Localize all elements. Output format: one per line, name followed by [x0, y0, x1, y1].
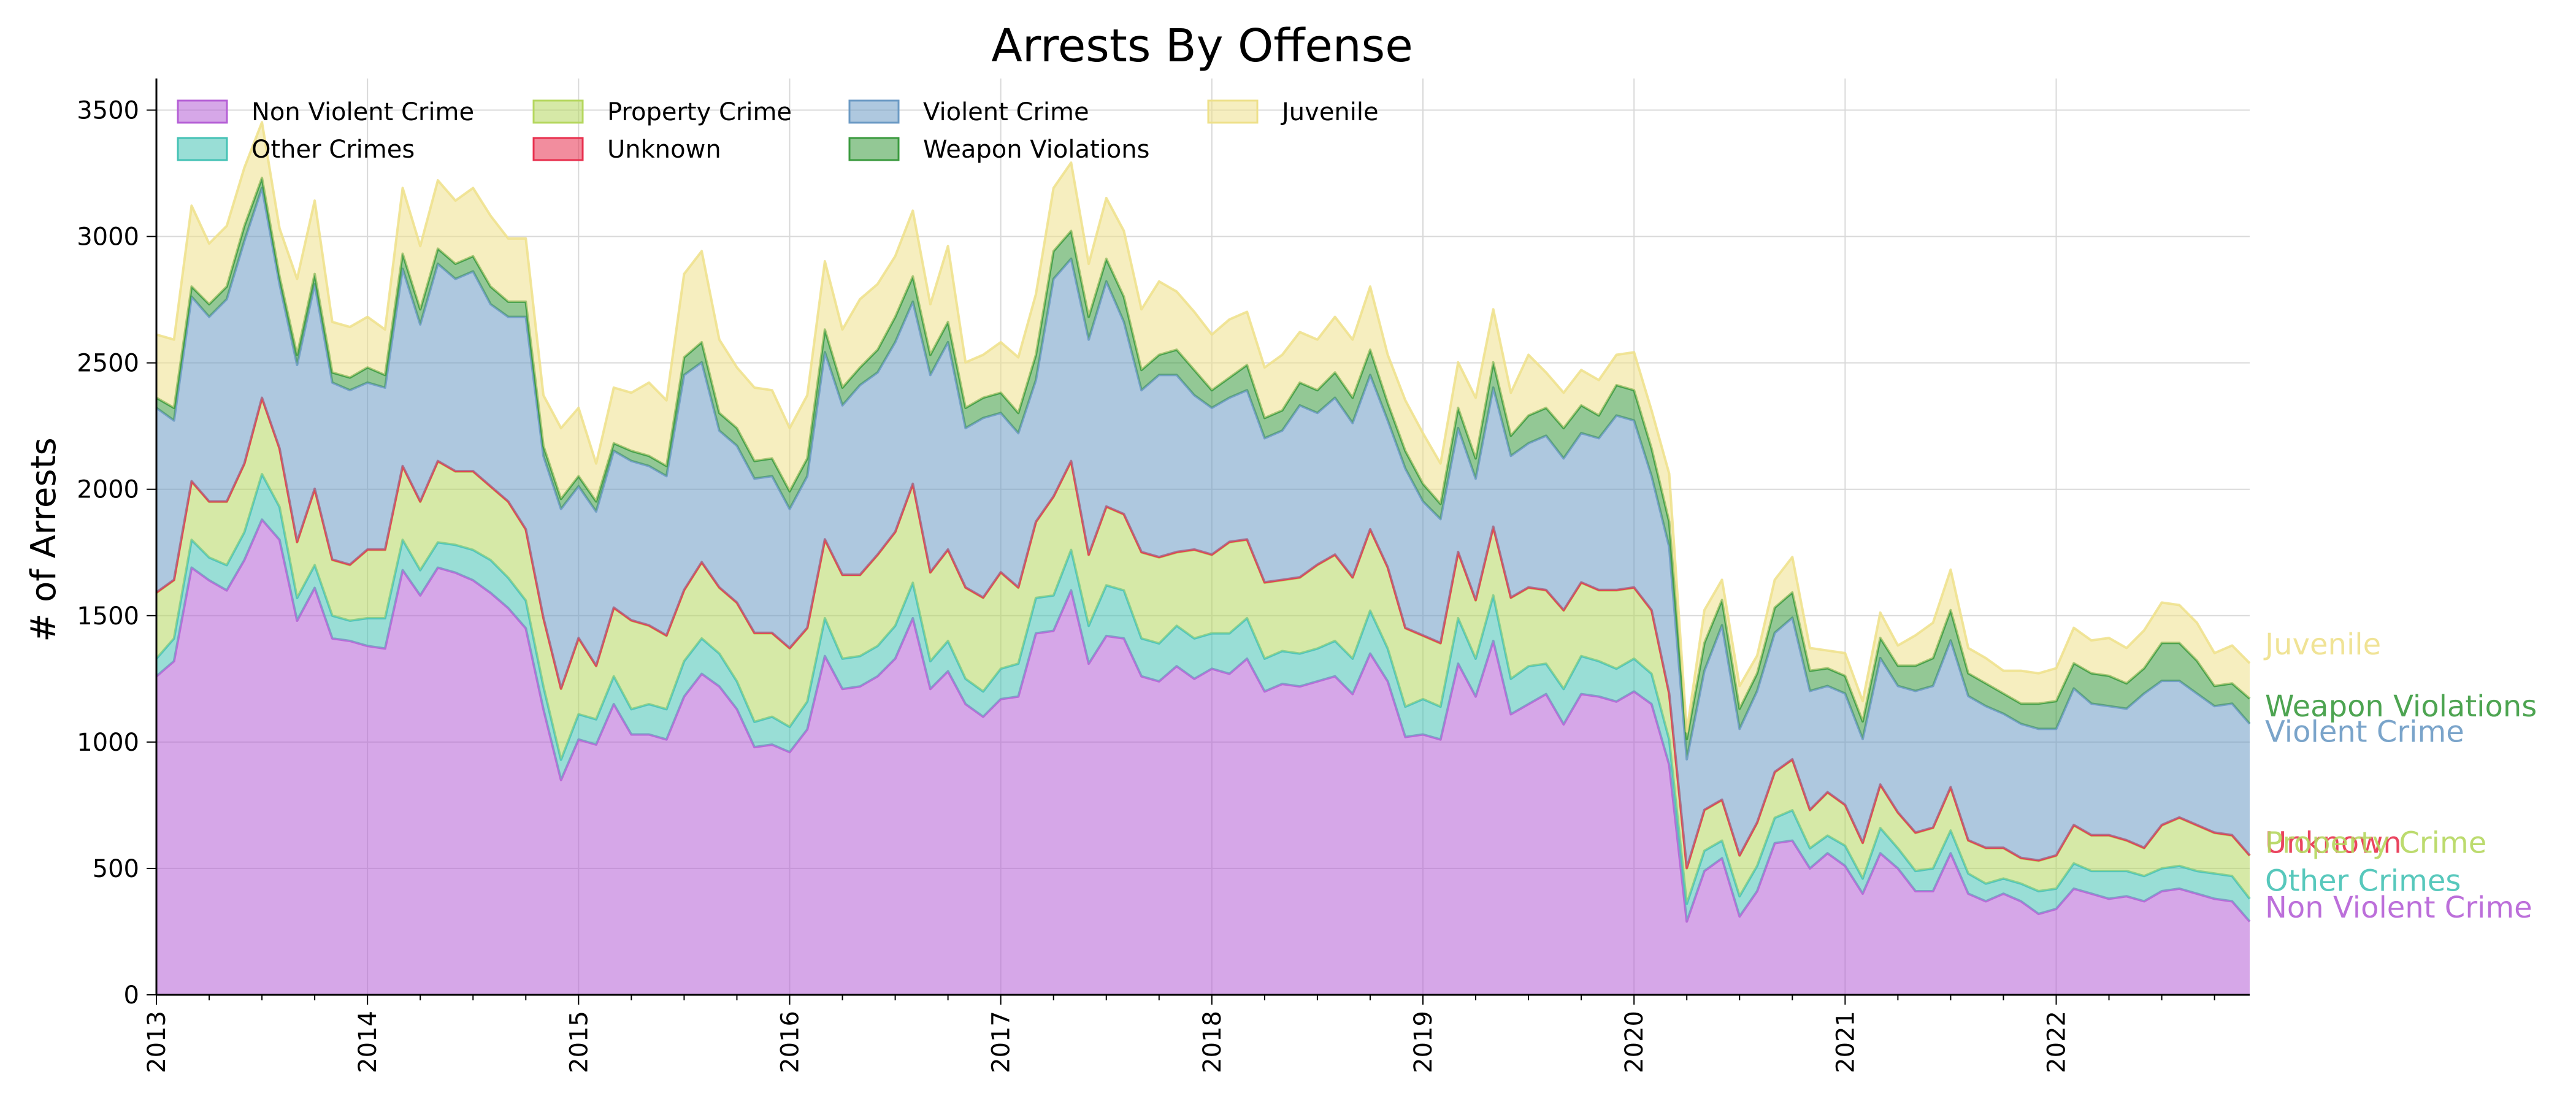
legend-label-weapon-violations: Weapon Violations — [923, 136, 1149, 164]
legend-swatch-other-crimes — [177, 137, 228, 161]
x-tick-label-2013: 2013 — [143, 1011, 171, 1073]
end-label-unknown: Unknown — [2265, 826, 2402, 861]
chart-title: Arrests By Offense — [991, 20, 1413, 72]
line-juvenile — [156, 121, 2251, 733]
x-tick-label-2021: 2021 — [1831, 1011, 1860, 1073]
legend-swatch-unknown — [532, 137, 584, 161]
legend-swatch-property-crime — [532, 99, 584, 124]
x-tick-label-2014: 2014 — [354, 1011, 382, 1073]
x-tick-label-2020: 2020 — [1620, 1011, 1649, 1073]
legend-label-non-violent-crime: Non Violent Crime — [251, 98, 474, 126]
legend-swatch-weapon-violations — [848, 137, 900, 161]
y-tick-label-3500: 3500 — [77, 97, 139, 125]
end-label-juvenile: Juvenile — [2263, 627, 2381, 662]
stacked-areas — [155, 121, 2251, 995]
y-tick-label-2000: 2000 — [77, 476, 139, 504]
legend-label-violent-crime: Violent Crime — [923, 98, 1089, 126]
legend-label-other-crimes: Other Crimes — [251, 136, 415, 164]
y-tick-label-0: 0 — [124, 981, 139, 1010]
x-tick-label-2019: 2019 — [1409, 1011, 1438, 1073]
y-tick-label-3000: 3000 — [77, 223, 139, 251]
end-label-weapon-violations: Weapon Violations — [2265, 689, 2537, 724]
legend: Non Violent Crime Other Crimes Property Cr… — [177, 98, 1379, 164]
end-label-violent-crime: Violent Crime — [2265, 715, 2464, 749]
y-tick-label-2500: 2500 — [77, 350, 139, 378]
legend-swatch-non-violent-crime — [177, 99, 228, 124]
x-tick-label-2022: 2022 — [2043, 1011, 2071, 1073]
end-label-property-crime: Property Crime — [2265, 826, 2486, 861]
legend-label-unknown: Unknown — [607, 136, 721, 164]
x-tick-label-2017: 2017 — [987, 1011, 1016, 1073]
area-violent-crime — [156, 188, 2250, 868]
end-label-non-violent-crime: Non Violent Crime — [2265, 891, 2532, 925]
y-tick-label-500: 500 — [93, 855, 139, 883]
x-tick-label-2016: 2016 — [776, 1011, 805, 1073]
y-tick-label-1000: 1000 — [77, 729, 139, 757]
legend-label-property-crime: Property Crime — [607, 98, 792, 126]
end-label-other-crimes: Other Crimes — [2265, 864, 2461, 899]
x-tick-label-2015: 2015 — [565, 1011, 593, 1073]
y-axis-label: # of Arrests — [24, 437, 64, 642]
tick-labels: 2013 2014 2015 2016 2017 2018 2019 2020 2021 2022… — [77, 97, 2071, 1073]
legend-label-juvenile: Juvenile — [1280, 98, 1379, 126]
area-juvenile — [156, 122, 2250, 739]
y-tick-label-1500: 1500 — [77, 602, 139, 631]
legend-swatch-juvenile — [1207, 99, 1259, 124]
axes — [147, 79, 2250, 1005]
x-tick-label-2018: 2018 — [1198, 1011, 1227, 1073]
legend-swatch-violent-crime — [848, 99, 900, 124]
